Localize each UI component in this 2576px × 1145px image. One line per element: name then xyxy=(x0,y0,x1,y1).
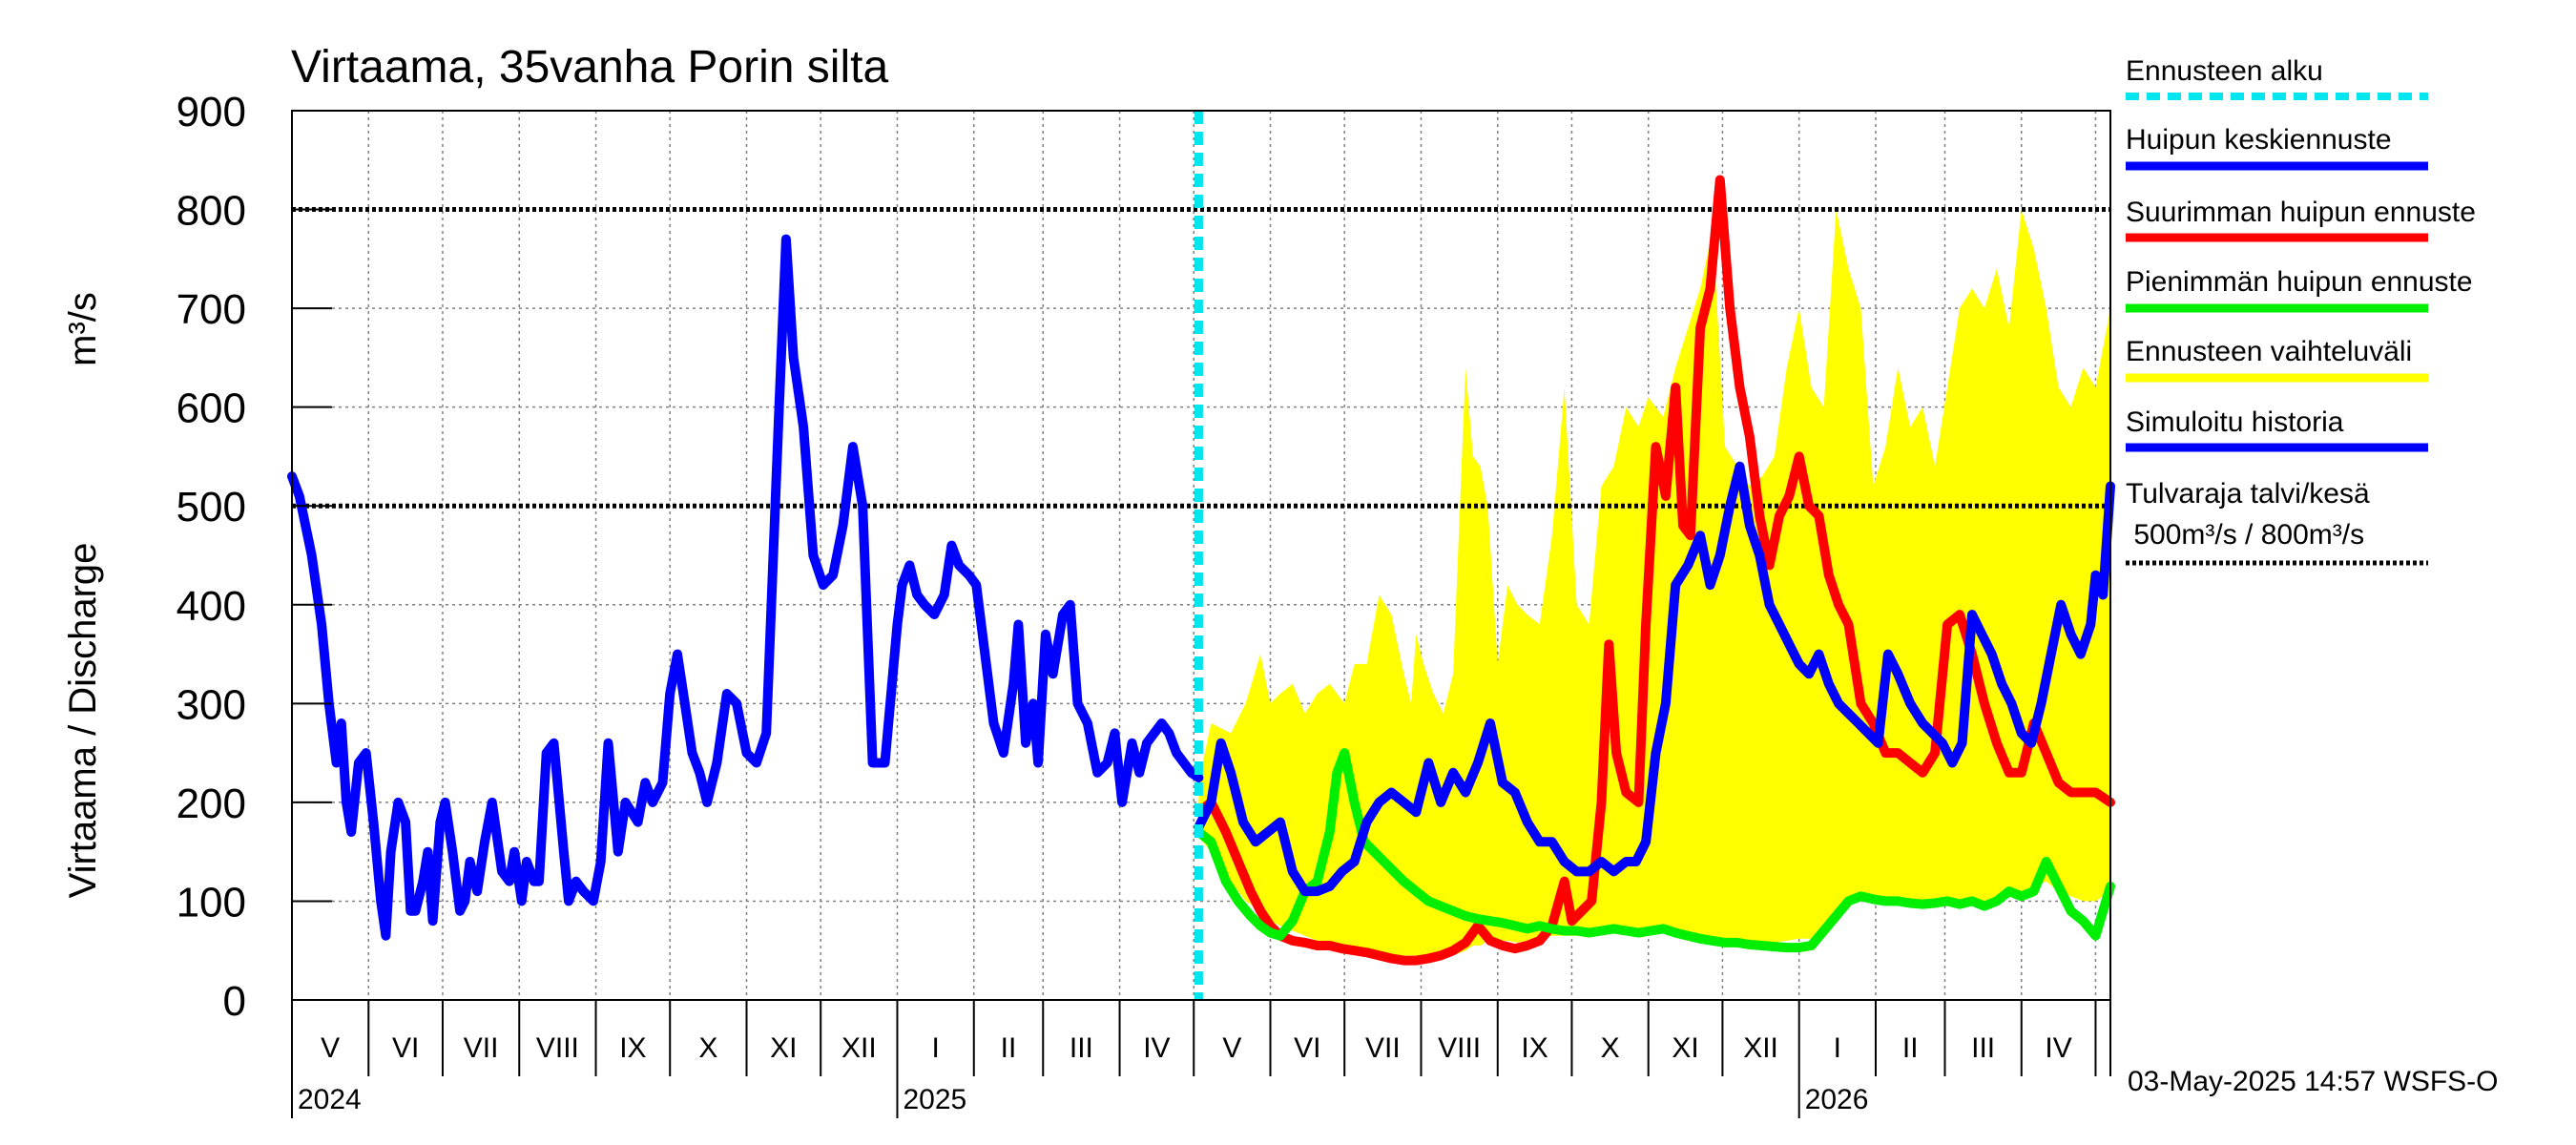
legend-flood-limit-label: Tulvaraja talvi/kesä xyxy=(2126,478,2370,510)
history-line xyxy=(287,234,1204,941)
month-label: II xyxy=(1001,1032,1017,1064)
month-label: X xyxy=(698,1032,717,1064)
y-axis-unit: m³/s xyxy=(62,292,104,366)
y-tick-label: 600 xyxy=(177,385,246,432)
month-label: XI xyxy=(1672,1032,1698,1064)
legend-history-label: Simuloitu historia xyxy=(2126,406,2344,438)
month-label: IX xyxy=(1521,1032,1548,1064)
y-tick-label: 700 xyxy=(177,286,246,333)
legend: Ennusteen alku Huipun keskiennuste Suuri… xyxy=(2126,55,2476,566)
month-label: VI xyxy=(1294,1032,1320,1064)
series-lines xyxy=(287,175,2115,966)
plot-border xyxy=(291,110,2111,1001)
month-label: III xyxy=(1070,1032,1093,1064)
y-tick-label: 200 xyxy=(177,781,246,827)
month-label: V xyxy=(321,1032,340,1064)
y-tick-label: 100 xyxy=(177,879,246,926)
y-tick-label: 300 xyxy=(177,681,246,728)
y-tick-label: 500 xyxy=(177,484,246,531)
month-label: VI xyxy=(392,1032,419,1064)
chart-title: Virtaama, 35vanha Porin silta xyxy=(291,42,888,93)
legend-flood-limit-values: 500m³/s / 800m³/s xyxy=(2126,519,2364,551)
y-tick-label: 0 xyxy=(223,978,246,1025)
month-label: V xyxy=(1222,1032,1241,1064)
max-peak-line xyxy=(1194,175,2115,966)
y-tick-label: 400 xyxy=(177,583,246,630)
year-label: 2025 xyxy=(903,1084,966,1115)
legend-range-label: Ennusteen vaihteluväli xyxy=(2126,336,2412,367)
month-label: XI xyxy=(770,1032,797,1064)
legend-min-peak-label: Pienimmän huipun ennuste xyxy=(2126,266,2473,298)
year-label: 2026 xyxy=(1805,1084,1869,1115)
month-label: IV xyxy=(2045,1032,2071,1064)
x-axis-months: V VI VII VIII IX X XI XII I II III IV V VI VII VIII IX X X… xyxy=(291,1000,2111,1118)
flood-limit-lines xyxy=(292,207,2110,509)
timestamp: 03-May-2025 14:57 WSFS-O xyxy=(2128,1066,2499,1097)
month-label: XII xyxy=(1743,1032,1778,1064)
legend-forecast-start-label: Ennusteen alku xyxy=(2126,55,2323,87)
month-label: VII xyxy=(464,1032,499,1064)
mean-peak-line xyxy=(1194,461,2115,897)
month-label: I xyxy=(931,1032,939,1064)
month-label: I xyxy=(1834,1032,1841,1064)
y-tick-label: 800 xyxy=(177,188,246,235)
min-peak-line xyxy=(1194,748,2115,953)
month-label: X xyxy=(1601,1032,1620,1064)
legend-max-peak-label: Suurimman huipun ennuste xyxy=(2126,197,2476,228)
month-label: XII xyxy=(841,1032,877,1064)
month-label: IX xyxy=(619,1032,646,1064)
month-label: VIII xyxy=(536,1032,579,1064)
plot-frame xyxy=(291,110,2111,1001)
month-label: VIII xyxy=(1438,1032,1481,1064)
legend-mean-peak-label: Huipun keskiennuste xyxy=(2126,124,2392,156)
y-tick-label: 900 xyxy=(177,89,246,135)
month-label: III xyxy=(1971,1032,1995,1064)
month-label: IV xyxy=(1143,1032,1170,1064)
month-label: VII xyxy=(1365,1032,1401,1064)
y-tick-labels: 0 100 200 300 400 500 600 700 800 900 xyxy=(177,89,246,1025)
year-label: 2024 xyxy=(298,1084,362,1115)
y-axis-label: Virtaama / Discharge xyxy=(62,543,104,899)
month-label: II xyxy=(1902,1032,1919,1064)
